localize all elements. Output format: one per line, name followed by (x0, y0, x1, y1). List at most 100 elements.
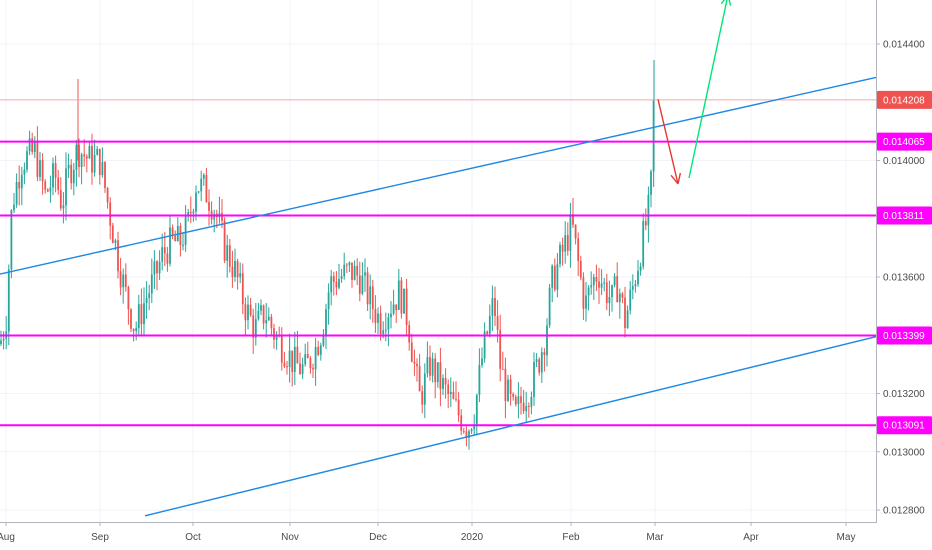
candle-119 (309, 356, 312, 374)
candle-11 (28, 130, 31, 156)
time-axis[interactable]: Aug Sep Oct Nov Dec 2020 Feb Mar Apr May (0, 522, 932, 550)
candle-247 (642, 213, 645, 270)
candle-228 (592, 273, 595, 300)
candle-87 (226, 234, 229, 278)
green-up-arrow[interactable] (688, 0, 732, 179)
candle-248 (644, 208, 647, 231)
candle-143 (371, 279, 374, 323)
price-tag-label-1: 0.014065 (883, 137, 925, 148)
candle-149 (387, 313, 390, 347)
candle-117 (304, 343, 307, 367)
candle-232 (603, 277, 606, 292)
candle-194 (504, 357, 507, 419)
candle-88 (228, 239, 231, 273)
candle-71 (184, 205, 187, 252)
candle-174 (452, 381, 455, 400)
candle-95 (247, 295, 249, 330)
candle-154 (400, 277, 403, 319)
candle-172 (447, 379, 450, 409)
trendline-0[interactable] (0, 76, 877, 275)
candle-49 (127, 285, 130, 325)
candle-79 (205, 168, 208, 203)
candle-66 (171, 224, 174, 240)
candle-169 (439, 347, 442, 407)
candle-91 (236, 258, 239, 290)
candle-241 (626, 305, 629, 329)
candle-189 (491, 285, 494, 332)
candle-205 (533, 352, 535, 406)
candle-108 (280, 327, 283, 371)
candle-69 (179, 222, 182, 257)
candle-215 (559, 241, 561, 268)
candle-1 (2, 331, 5, 350)
candle-193 (501, 351, 504, 370)
candle-48 (124, 263, 127, 292)
candle-77 (200, 170, 203, 202)
candle-55 (143, 287, 145, 336)
candle-162 (421, 385, 424, 414)
candle-36 (93, 139, 96, 177)
candle-99 (257, 303, 260, 321)
candle-104 (270, 314, 273, 337)
candle-211 (548, 283, 551, 328)
candle-42 (109, 197, 112, 240)
candle-112 (291, 350, 294, 387)
candle-152 (395, 304, 398, 323)
candle-222 (577, 232, 580, 276)
candle-144 (374, 295, 377, 333)
candle-7 (18, 165, 21, 206)
red-down-arrow[interactable] (657, 99, 682, 185)
price-axis[interactable]: 0.012800 0.013000 0.013200 0.013600 0.014000… (876, 0, 932, 550)
candle-239 (621, 291, 624, 304)
candle-0 (0, 330, 2, 347)
x-tick-label-9: May (837, 532, 856, 543)
candle-167 (434, 353, 437, 399)
candle-93 (241, 263, 244, 315)
price-tags: 0.014208 0.014065 0.013811 0.013399 0.013091 (877, 90, 932, 435)
candle-50 (130, 308, 132, 333)
candle-53 (137, 294, 140, 336)
candle-139 (361, 262, 364, 296)
y-tick-label-5: 0.014400 (883, 40, 925, 51)
y-tick-label-2: 0.013200 (883, 389, 925, 400)
candle-76 (197, 190, 200, 194)
candle-10 (26, 146, 28, 173)
candle-111 (288, 333, 291, 383)
candle-178 (462, 427, 465, 434)
candle-245 (637, 260, 639, 287)
candle-122 (317, 340, 320, 357)
trendline-1[interactable] (144, 336, 877, 517)
candle-155 (403, 288, 405, 314)
candle-224 (582, 272, 585, 320)
candle-27 (70, 159, 73, 190)
candle-6 (15, 173, 18, 208)
candle-100 (260, 299, 262, 316)
candle-199 (517, 382, 520, 419)
candle-176 (457, 392, 460, 423)
candle-184 (478, 348, 481, 403)
candle-203 (527, 402, 530, 418)
candle-201 (522, 390, 525, 414)
candle-242 (629, 281, 632, 315)
candle-251 (652, 98, 655, 187)
candle-115 (299, 352, 301, 376)
candle-45 (117, 231, 119, 279)
candle-65 (169, 215, 171, 267)
candle-185 (481, 347, 483, 368)
x-tick-label-6: Feb (562, 532, 580, 543)
candle-123 (319, 342, 322, 361)
candle-238 (618, 288, 621, 319)
candle-138 (358, 261, 361, 302)
candle-43 (111, 222, 114, 244)
y-tick-label-4: 0.014000 (883, 156, 925, 167)
candle-113 (293, 331, 296, 386)
candle-14 (36, 126, 39, 182)
candle-12 (31, 132, 34, 155)
candle-26 (67, 153, 70, 179)
candle-25 (65, 152, 67, 221)
candle-13 (33, 136, 36, 159)
candle-61 (158, 250, 161, 281)
candle-236 (613, 273, 616, 288)
candle-159 (413, 349, 416, 376)
